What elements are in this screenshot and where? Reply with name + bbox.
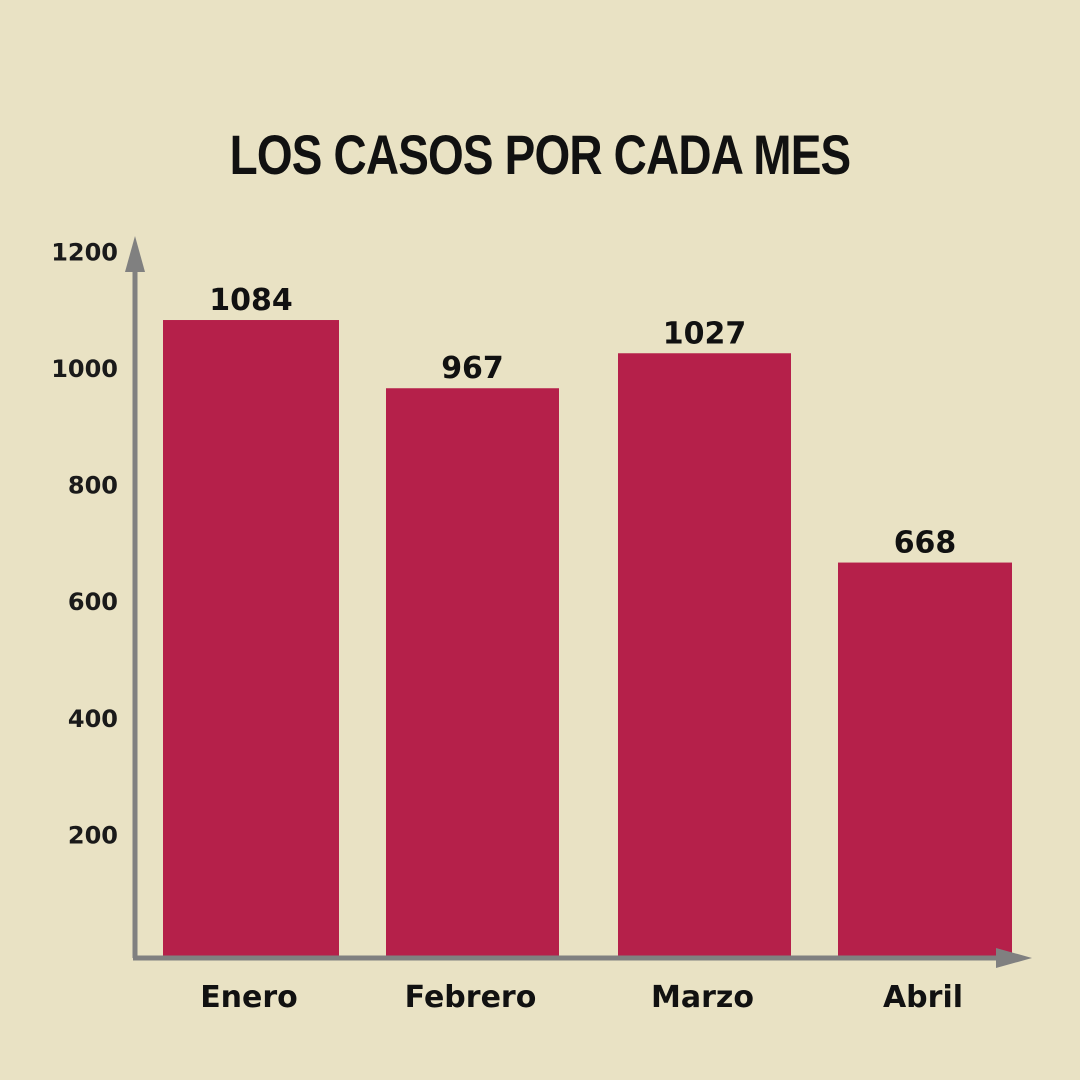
- y-tick-label: 1200: [51, 238, 118, 266]
- data-label: 668: [894, 526, 957, 561]
- x-tick-label: Enero: [200, 980, 298, 1015]
- x-axis-arrow-icon: [996, 948, 1032, 968]
- x-tick-label: Marzo: [651, 980, 754, 1015]
- y-tick-label: 800: [68, 472, 118, 500]
- data-label: 1084: [209, 283, 293, 318]
- x-tick-label: Abril: [883, 980, 963, 1015]
- data-label: 967: [441, 351, 504, 386]
- bar-febrero: [386, 388, 559, 956]
- y-tick-label: 400: [68, 705, 118, 733]
- bar-enero: [163, 320, 339, 956]
- y-tick-label: 600: [68, 588, 118, 616]
- x-tick-label: Febrero: [405, 980, 537, 1015]
- data-label: 1027: [663, 316, 747, 351]
- bar-marzo: [618, 353, 791, 956]
- y-tick-label: 200: [68, 821, 118, 849]
- bar-abril: [838, 562, 1012, 956]
- y-axis-arrow-icon: [125, 236, 145, 272]
- chart-title: LOS CASOS POR CADA MES: [229, 123, 851, 186]
- y-tick-label: 1000: [51, 355, 118, 383]
